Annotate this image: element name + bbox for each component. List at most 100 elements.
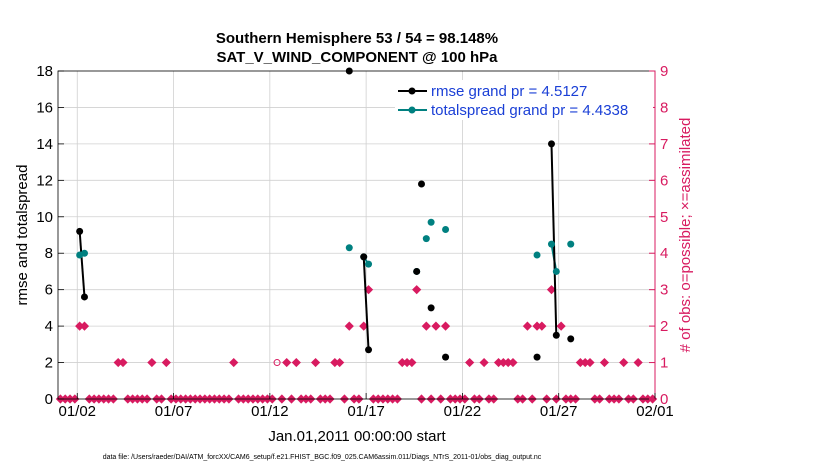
legend-rmse-marker: [408, 87, 416, 95]
rmse-point: [552, 331, 560, 339]
obs-assimilated-marker: [493, 357, 504, 368]
right-y-tick-label: 5: [660, 209, 668, 226]
totalspread-point: [567, 240, 575, 248]
totalspread-point: [442, 226, 450, 234]
y-tick-label: 16: [36, 99, 53, 116]
rmse-segment: [78, 231, 86, 298]
rmse-series-points: [76, 67, 575, 361]
obs-possible-marker: [273, 359, 281, 367]
obs-assimilated-marker: [585, 357, 595, 368]
totalspread-point: [365, 260, 373, 268]
chart-title: Southern Hemisphere 53 / 54 = 98.148%: [216, 30, 498, 47]
totalspread-point: [422, 235, 430, 243]
obs-assimilated-marker: [479, 357, 489, 368]
obs-assimilated-marker: [619, 357, 629, 368]
rmse-series-lines: [78, 143, 558, 350]
totalspread-point: [80, 249, 88, 257]
right-y-tick-label: 2: [660, 318, 668, 335]
obs-assimilated-marker: [407, 357, 417, 368]
rmse-point: [80, 293, 88, 301]
obs-assimilated-marker: [412, 285, 422, 295]
obs-assimilated-marker: [498, 357, 508, 368]
totalspread-point: [427, 218, 435, 226]
legend-box: [395, 80, 653, 120]
x-axis-label: Jan.01,2011 00:00:00 start: [268, 428, 446, 445]
obs-assimilated-marker: [330, 357, 340, 368]
obs-assimilated-marker: [421, 321, 431, 331]
totalspread-series-lines: [79, 243, 558, 272]
rmse-segment: [550, 143, 558, 336]
y-tick-label: 10: [36, 209, 53, 226]
x-tick-label: 02/01: [636, 403, 674, 420]
totalspread-series-points: [76, 218, 575, 275]
y-axis-label: rmse and totalspread: [14, 165, 31, 306]
rmse-point: [533, 353, 541, 361]
grid: [58, 71, 655, 399]
y-axis-ticks: 0 2 4 6 8 10 12 14 16 18: [36, 63, 64, 408]
totalspread-point: [533, 251, 541, 259]
obs-assimilated-marker: [546, 285, 557, 295]
y-tick-label: 2: [45, 355, 53, 372]
right-y-tick-label: 4: [660, 245, 668, 262]
legend-totalspread-label: totalspread grand pr = 4.4338: [431, 102, 628, 119]
chart-subtitle: SAT_V_WIND_COMPONENT @ 100 hPa: [216, 49, 498, 66]
obs-assimilated-marker: [556, 321, 566, 331]
rmse-point: [413, 267, 421, 275]
obs-assimilated-series: [55, 285, 658, 404]
obs-assimilated-marker: [508, 357, 518, 368]
obs-assimilated-marker: [537, 321, 547, 331]
y-tick-label: 0: [45, 391, 53, 408]
right-y-tick-label: 8: [660, 99, 668, 116]
obs-assimilated-marker: [147, 357, 157, 368]
right-y-tick-label: 9: [660, 63, 668, 80]
x-tick-label: 01/17: [347, 403, 385, 420]
legend-rmse-label: rmse grand pr = 4.5127: [431, 83, 587, 100]
obs-assimilated-marker: [522, 321, 533, 331]
obs-assimilated-marker: [282, 357, 292, 368]
obs-assimilated-marker: [503, 357, 513, 368]
y-tick-label: 4: [45, 318, 53, 335]
y-tick-label: 6: [45, 282, 53, 299]
obs-assimilated-marker: [79, 321, 90, 331]
y-tick-label: 14: [36, 136, 53, 153]
x-axis-ticks: 01/02 01/07 01/12 01/17 01/22 01/27 02/01: [58, 393, 674, 420]
right-y-tick-label: 7: [660, 136, 668, 153]
rmse-point: [547, 140, 555, 148]
rmse-segment: [362, 256, 370, 350]
obs-assimilated-marker: [118, 357, 128, 368]
obs-assimilated-marker: [229, 357, 239, 368]
obs-assimilated-marker: [580, 357, 590, 368]
legend-totalspread-marker: [408, 106, 416, 114]
obs-assimilated-marker: [440, 321, 451, 331]
right-y-tick-label: 0: [660, 391, 668, 408]
obs-assimilated-marker: [397, 357, 407, 368]
obs-assimilated-marker: [575, 357, 585, 368]
obs-assimilated-marker: [335, 357, 345, 368]
right-y-tick-label: 6: [660, 172, 668, 189]
totalspread-point: [345, 244, 353, 252]
obs-assimilated-marker: [363, 285, 374, 295]
right-y-tick-label: 1: [660, 355, 668, 372]
obs-assimilated-marker: [310, 357, 321, 368]
obs-assimilated-marker: [402, 357, 412, 368]
totalspread-point: [547, 240, 555, 248]
right-y-tick-label: 3: [660, 282, 668, 299]
obs-assimilated-marker: [633, 357, 643, 368]
plot-frame: [57, 70, 656, 400]
legend: rmse grand pr = 4.5127 totalspread grand…: [395, 80, 653, 120]
obs-assimilated-marker: [431, 321, 441, 331]
y-tick-label: 12: [36, 172, 53, 189]
data-file-footer: data file: /Users/raeder/DAI/ATM_forcXX/…: [103, 454, 542, 461]
rmse-point: [417, 180, 425, 188]
rmse-point: [567, 335, 575, 343]
x-tick-label: 01/02: [58, 403, 96, 420]
obs-assimilated-marker: [532, 321, 542, 331]
rmse-point: [76, 227, 84, 235]
right-y-axis-label: # of obs: o=possible; ×=assimilated: [677, 118, 694, 353]
y-tick-label: 18: [36, 63, 53, 80]
obs-assimilated-marker: [113, 357, 123, 368]
totalspread-point: [552, 267, 560, 275]
obs-possible-series: [273, 359, 281, 367]
obs-assimilated-marker: [291, 357, 301, 368]
